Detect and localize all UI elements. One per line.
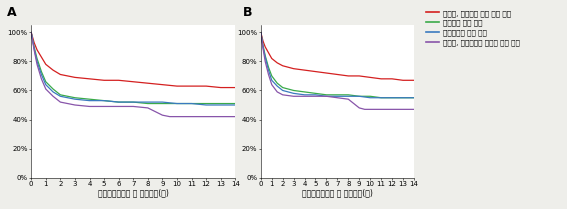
Text: B: B (243, 6, 252, 19)
Text: A: A (7, 6, 16, 19)
X-axis label: 조혈모세포이식 후 경과기간(년): 조혈모세포이식 후 경과기간(년) (98, 189, 168, 198)
Legend: 우울증, 불안장애 둘다 없는 경우, 우울증만 있는 경우, 불안장애만 있는 경우, 우울증, 불안장애가 동시에 있을 경우: 우울증, 불안장애 둘다 없는 경우, 우울증만 있는 경우, 불안장애만 있는… (426, 10, 519, 46)
X-axis label: 조혈모세포이식 후 경과기간(년): 조혈모세포이식 후 경과기간(년) (302, 189, 373, 198)
